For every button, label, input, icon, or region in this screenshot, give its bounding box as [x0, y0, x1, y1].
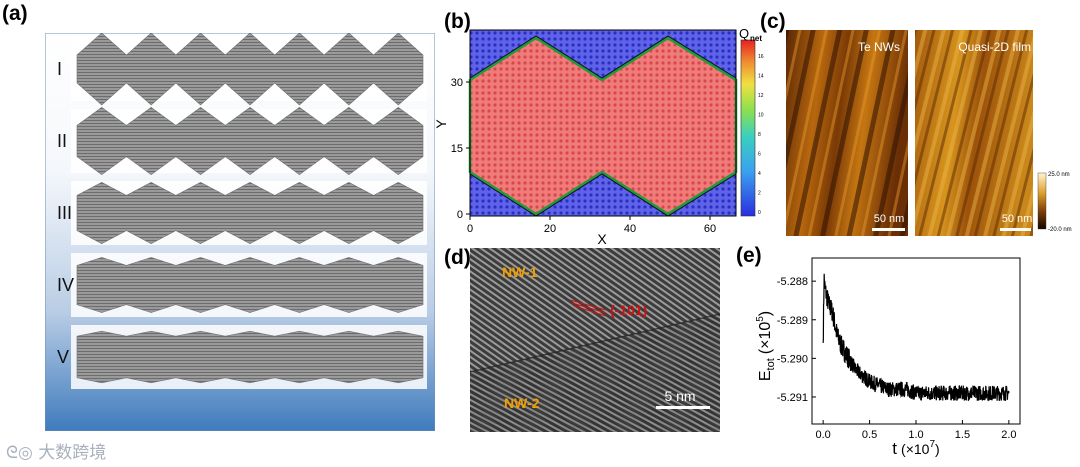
e-xtick: 0.5 [862, 429, 877, 441]
d-nw2-label: NW-2 [504, 395, 540, 411]
e-ytick: -5.288 [777, 276, 808, 288]
b-xtick: 20 [544, 223, 556, 235]
b-colorbar-tick: 8 [758, 132, 761, 138]
e-ylabel: Etot(×105) [755, 311, 777, 381]
nanowire-strip [76, 330, 424, 384]
e-xlabel: t (×107) [892, 439, 939, 458]
e-xtick: 2.0 [1001, 429, 1016, 441]
b-colorbar [740, 39, 756, 217]
watermark: ᘓ◎ 大数跨境 [6, 438, 106, 463]
c-scalebar-right [1000, 228, 1031, 231]
c-colorbar-min: -20.0 nm [1048, 227, 1072, 233]
nanowire-strip [76, 107, 424, 175]
e-ytick: -5.290 [777, 353, 808, 365]
panel-d-label: (d) [444, 246, 471, 269]
b-colorbar-title: Q [739, 26, 749, 41]
b-colorbar-tick: 14 [758, 74, 764, 80]
row-label: III [57, 203, 72, 223]
panel-e-chart: 0.0 0.5 1.0 1.5 2.0-5.288-5.289-5.290-5.291 … [755, 257, 1021, 458]
b-colorbar-tick: 6 [758, 152, 761, 158]
b-xtick: 0 [467, 223, 473, 235]
panel-d-figure: NW-1 NW-2 (-101) 5 nm [470, 248, 720, 432]
b-xtick: 60 [704, 223, 716, 235]
d-scalebar-label: 5 nm [664, 388, 695, 404]
d-scalebar [656, 406, 710, 409]
e-energy-line [822, 273, 1010, 402]
c-height-colorbar [1037, 172, 1047, 230]
row-label: II [57, 131, 67, 151]
b-ytick: 15 [451, 143, 463, 155]
row-label: V [57, 347, 69, 367]
b-colorbar-subscript: net [750, 34, 762, 43]
b-ytick: 0 [457, 209, 463, 221]
panel-c-label: (c) [760, 10, 786, 33]
watermark-icon: ᘓ◎ [6, 443, 33, 463]
b-colorbar-tick: 16 [758, 54, 764, 60]
e-xtick: 1.5 [955, 429, 970, 441]
d-nw1-label: NW-1 [502, 264, 538, 280]
b-colorbar-tick: 0 [758, 210, 761, 216]
c-left-title: Te NWs [858, 40, 900, 54]
c-scalebar-left-label: 50 nm [874, 213, 905, 225]
nanowire-strip [76, 182, 424, 244]
panel-b-figure: 0 20 40 60 0 15 30 X Y Q net 16141210864… [433, 26, 764, 247]
e-xtick: 1.0 [908, 429, 923, 441]
e-xtick: 0.0 [815, 429, 830, 441]
row-label: IV [57, 275, 74, 295]
nanowire-strip [76, 33, 424, 106]
row-label: I [57, 59, 62, 79]
b-colorbar-tick: 2 [758, 191, 761, 197]
panel-b-label: (b) [444, 10, 471, 33]
b-colorbar-tick: 10 [758, 113, 764, 119]
b-colorbar-tick: 4 [758, 171, 761, 177]
watermark-text: 大数跨境 [38, 443, 107, 463]
c-colorbar-max: 25.0 nm [1048, 172, 1070, 178]
b-xtick: 40 [624, 223, 636, 235]
panel-a-label: (a) [2, 2, 28, 25]
c-scalebar-right-label: 50 nm [1002, 213, 1033, 225]
panel-e-label: (e) [736, 244, 762, 267]
panel-c-figure: Te NWs Quasi-2D film 50 nm 50 nm 25.0 nm… [786, 30, 1072, 236]
b-colorbar-tick: 12 [758, 93, 764, 99]
b-ylabel: Y [433, 119, 449, 129]
e-ytick: -5.289 [777, 315, 808, 327]
b-ytick: 30 [451, 77, 463, 89]
e-ytick: -5.291 [777, 392, 808, 404]
d-direction-label: (-101) [610, 302, 647, 318]
nanowire-strip [76, 257, 424, 313]
c-scalebar-left [872, 228, 905, 231]
c-right-title: Quasi-2D film [958, 40, 1031, 54]
b-xlabel: X [597, 231, 607, 247]
